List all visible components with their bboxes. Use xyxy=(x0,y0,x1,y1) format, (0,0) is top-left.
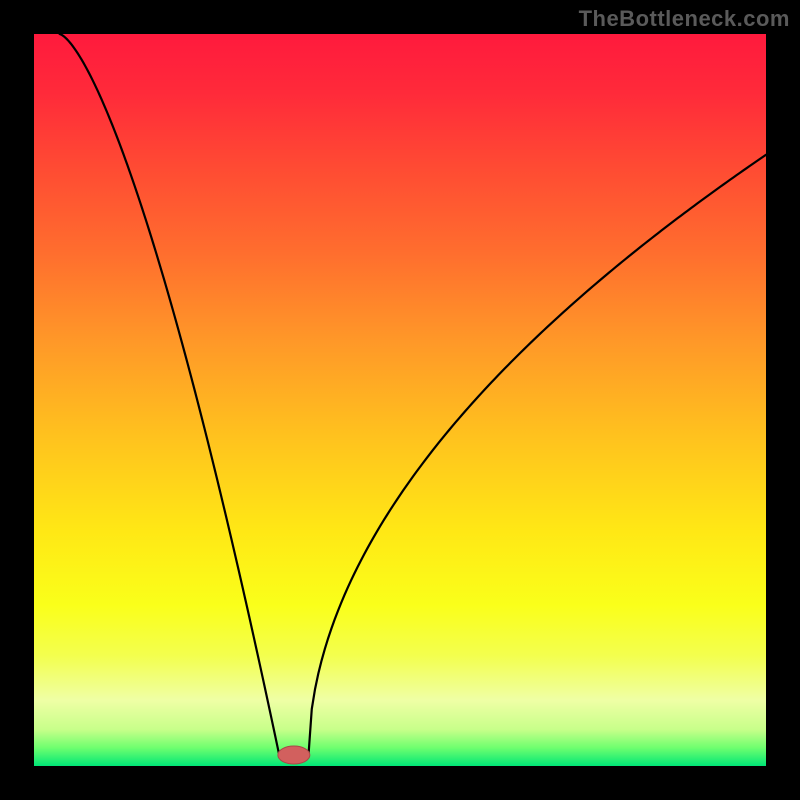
watermark-text: TheBottleneck.com xyxy=(579,6,790,32)
chart-svg xyxy=(34,34,766,766)
minimum-marker xyxy=(278,746,310,764)
plot-area xyxy=(34,34,766,766)
chart-container: TheBottleneck.com xyxy=(0,0,800,800)
gradient-background xyxy=(34,34,766,766)
